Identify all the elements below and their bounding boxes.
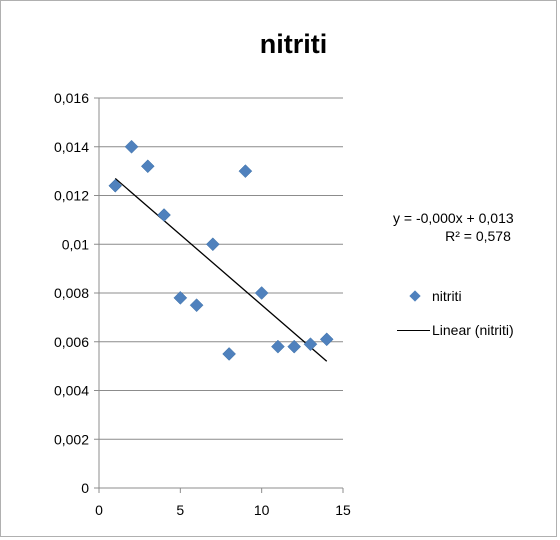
- data-point: [206, 237, 220, 252]
- data-point: [254, 286, 269, 300]
- trendline: [114, 177, 328, 362]
- y-tick-label: 0,008: [54, 285, 89, 301]
- chart-title: nitriti: [259, 29, 328, 59]
- data-point: [173, 291, 188, 305]
- y-tick-label: 0,004: [54, 383, 89, 399]
- data-point: [124, 139, 139, 154]
- y-tick-label: 0,002: [54, 431, 89, 447]
- y-tick-label: 0: [81, 480, 89, 496]
- legend-item-series: nitriti: [398, 285, 514, 307]
- legend-trendline-label: Linear (nitriti): [432, 322, 514, 338]
- data-point: [287, 339, 302, 354]
- data-point: [140, 159, 155, 174]
- data-point: [271, 339, 285, 354]
- x-tick-label: 15: [335, 502, 351, 518]
- data-point: [157, 208, 171, 222]
- trendline-equation-box: y = -0,000x + 0,013 R² = 0,578: [393, 209, 560, 245]
- trendline-r-squared: R² = 0,578: [445, 228, 511, 244]
- data-point: [189, 298, 204, 313]
- data-point: [303, 337, 318, 352]
- y-tick-label: 0,012: [54, 188, 89, 204]
- chart-legend: nitriti Linear (nitriti): [397, 285, 514, 353]
- x-tick-label: 5: [176, 502, 184, 518]
- legend-item-trendline: Linear (nitriti): [397, 319, 514, 341]
- data-point: [319, 332, 334, 347]
- y-tick-label: 0,01: [62, 236, 89, 252]
- y-tick-label: 0,014: [54, 139, 89, 155]
- data-point: [222, 347, 236, 361]
- legend-series-label: nitriti: [432, 288, 462, 304]
- y-tick-label: 0,016: [54, 90, 89, 106]
- y-tick-label: 0,006: [54, 334, 89, 350]
- trendline-equation: y = -0,000x + 0,013: [393, 210, 514, 226]
- legend-diamond-marker: [398, 290, 432, 302]
- x-tick-label: 10: [254, 502, 270, 518]
- data-point: [238, 164, 253, 178]
- data-point: [108, 178, 123, 193]
- x-tick-label: 0: [95, 502, 103, 518]
- legend-line-marker: [397, 329, 432, 331]
